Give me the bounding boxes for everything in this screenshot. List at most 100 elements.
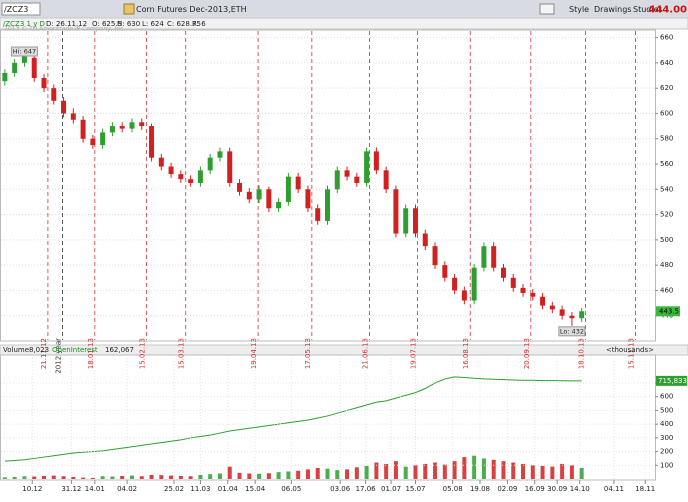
candle-body — [266, 189, 272, 209]
drawings-button[interactable]: Drawings — [594, 5, 631, 14]
candle-body — [461, 290, 467, 301]
readout: L: 624 — [142, 20, 164, 28]
volume-bar — [188, 476, 193, 479]
volume-bar — [560, 463, 565, 479]
y-tick-label: 600 — [660, 109, 673, 117]
price-flag — [656, 306, 680, 317]
volume-bar — [41, 475, 46, 479]
symbol-box[interactable] — [1, 2, 41, 16]
volume-bar — [364, 465, 369, 479]
y-tick-label: 560 — [660, 160, 673, 168]
volume-bar — [71, 476, 76, 479]
description: Corn Futures Dec-2013,ETH — [136, 5, 247, 14]
candle-body — [276, 201, 282, 209]
candle-body — [432, 246, 438, 266]
candle-body — [80, 119, 86, 139]
event-label: 21.06.13 — [362, 338, 370, 369]
volume-bar — [159, 475, 164, 479]
candle-body — [41, 78, 47, 89]
x-tick-label: 18.11 — [635, 485, 655, 493]
candle-body — [403, 208, 409, 234]
volume-bar — [305, 469, 310, 479]
volume-bar — [521, 463, 526, 479]
candle-body — [305, 189, 311, 209]
volume-bar — [81, 477, 86, 479]
candle-body — [383, 170, 389, 190]
volume-bar — [110, 476, 115, 479]
x-tick-label: 04.02 — [117, 485, 137, 493]
volume-bar — [208, 474, 213, 479]
x-tick-label: 14.10 — [570, 485, 590, 493]
x-tick-label: 17.06 — [356, 485, 377, 493]
candle-body — [139, 122, 145, 127]
candle-body — [393, 189, 399, 234]
toolbar — [0, 0, 688, 18]
lo-label: Lo: 432 — [560, 327, 584, 335]
last-price: 444.00 — [648, 5, 687, 16]
candle-body — [158, 157, 164, 167]
x-tick-label: 16.09 — [525, 485, 545, 493]
candle-body — [119, 126, 125, 129]
icon[interactable] — [539, 3, 555, 15]
event-label: 15.11.13 — [627, 338, 635, 369]
candle-body — [285, 176, 291, 202]
volume-bar — [257, 473, 262, 479]
volume-bar — [413, 465, 418, 479]
volume-bar — [374, 462, 379, 479]
open-interest-line — [4, 376, 582, 462]
candle-body — [422, 233, 428, 247]
volume-bar — [501, 461, 506, 479]
symbol[interactable]: /ZCZ3 — [4, 5, 28, 14]
x-tick-label: 04.11 — [604, 485, 624, 493]
candle-body — [442, 265, 448, 278]
style-button[interactable]: Style — [569, 5, 589, 14]
volume-bar — [491, 459, 496, 479]
candle-body — [510, 277, 516, 288]
candle-body — [246, 191, 252, 200]
candle-body — [256, 189, 262, 200]
hi-label: Hi: 647 — [13, 48, 36, 56]
readout: H: 630 — [117, 20, 140, 28]
volume-bar — [139, 476, 144, 479]
x-tick-label: 25.02 — [164, 485, 184, 493]
candle-body — [168, 166, 174, 175]
candle-body — [295, 176, 301, 190]
volume-bar — [384, 463, 389, 479]
volume-bar — [276, 472, 281, 479]
candle-body — [373, 151, 379, 171]
volume-bar — [217, 473, 222, 479]
candle-body — [334, 170, 340, 190]
x-tick-label: 30.09 — [547, 485, 567, 493]
candle-body — [21, 56, 27, 63]
readout: O: 625.5 — [92, 20, 122, 28]
x-tick-label: 03.06 — [330, 485, 351, 493]
x-tick-label: 19.08 — [470, 485, 490, 493]
oi-flag-label: 715,833 — [658, 377, 687, 385]
icon[interactable] — [123, 3, 135, 15]
x-tick-label: 02.09 — [497, 485, 517, 493]
lo-box — [558, 326, 586, 337]
y-tick-label: 620 — [660, 84, 673, 92]
volume-bar — [120, 475, 125, 479]
price-flag-label: 443.5 — [659, 307, 679, 315]
event-label: 18.01.13 — [87, 338, 95, 369]
info-row — [0, 17, 688, 30]
candle-body — [227, 151, 233, 183]
event-label: 17.05.13 — [304, 338, 312, 369]
event-label: 16.08.13 — [462, 338, 470, 369]
y-tick-label: 540 — [660, 185, 673, 193]
volume-bar — [335, 470, 340, 479]
x-tick-label: 01.07 — [381, 485, 401, 493]
studies-button[interactable]: Studies — [633, 5, 663, 14]
x-tick-label: 31.12 — [61, 485, 81, 493]
y-tick-label: 300 — [660, 434, 673, 442]
volume-bar — [237, 472, 242, 479]
y-tick-label: 520 — [660, 211, 673, 219]
y-tick-label: 100 — [660, 461, 673, 469]
volume-bar — [100, 476, 105, 479]
event-label: 2012 year — [55, 338, 63, 374]
y-tick-label: 580 — [660, 135, 673, 143]
volume-bar — [550, 466, 555, 479]
candle-body — [471, 267, 477, 301]
volume-bar — [90, 477, 95, 479]
